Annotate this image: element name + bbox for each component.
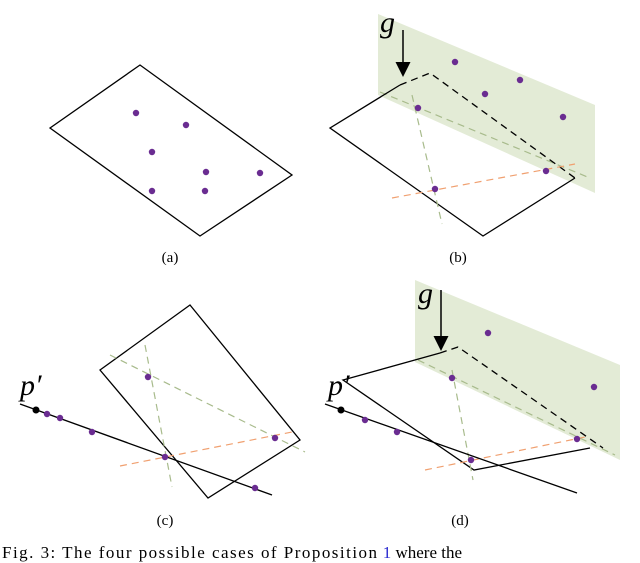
panel-a: (a) <box>48 64 294 266</box>
caption-text: where the <box>395 543 462 562</box>
panel-label: (b) <box>449 250 467 266</box>
panel-label: (d) <box>451 513 469 529</box>
panel-label: (c) <box>157 513 174 529</box>
caption-ref[interactable]: 1 <box>383 543 392 562</box>
panel-c: p′ (c) <box>18 304 306 529</box>
caption-text: Fig. 3: The four possible cases of Propo… <box>2 543 378 562</box>
panel-b: g (b) <box>328 6 595 266</box>
arrow-label: g <box>418 277 433 310</box>
point-label: p′ <box>326 369 350 402</box>
point-label: p′ <box>18 369 42 402</box>
panel-d: g p′ (d) <box>324 277 620 529</box>
caption: Fig. 3: The four possible cases of Propo… <box>2 543 462 562</box>
arrow-label: g <box>380 6 395 39</box>
panel-label: (a) <box>162 250 179 266</box>
